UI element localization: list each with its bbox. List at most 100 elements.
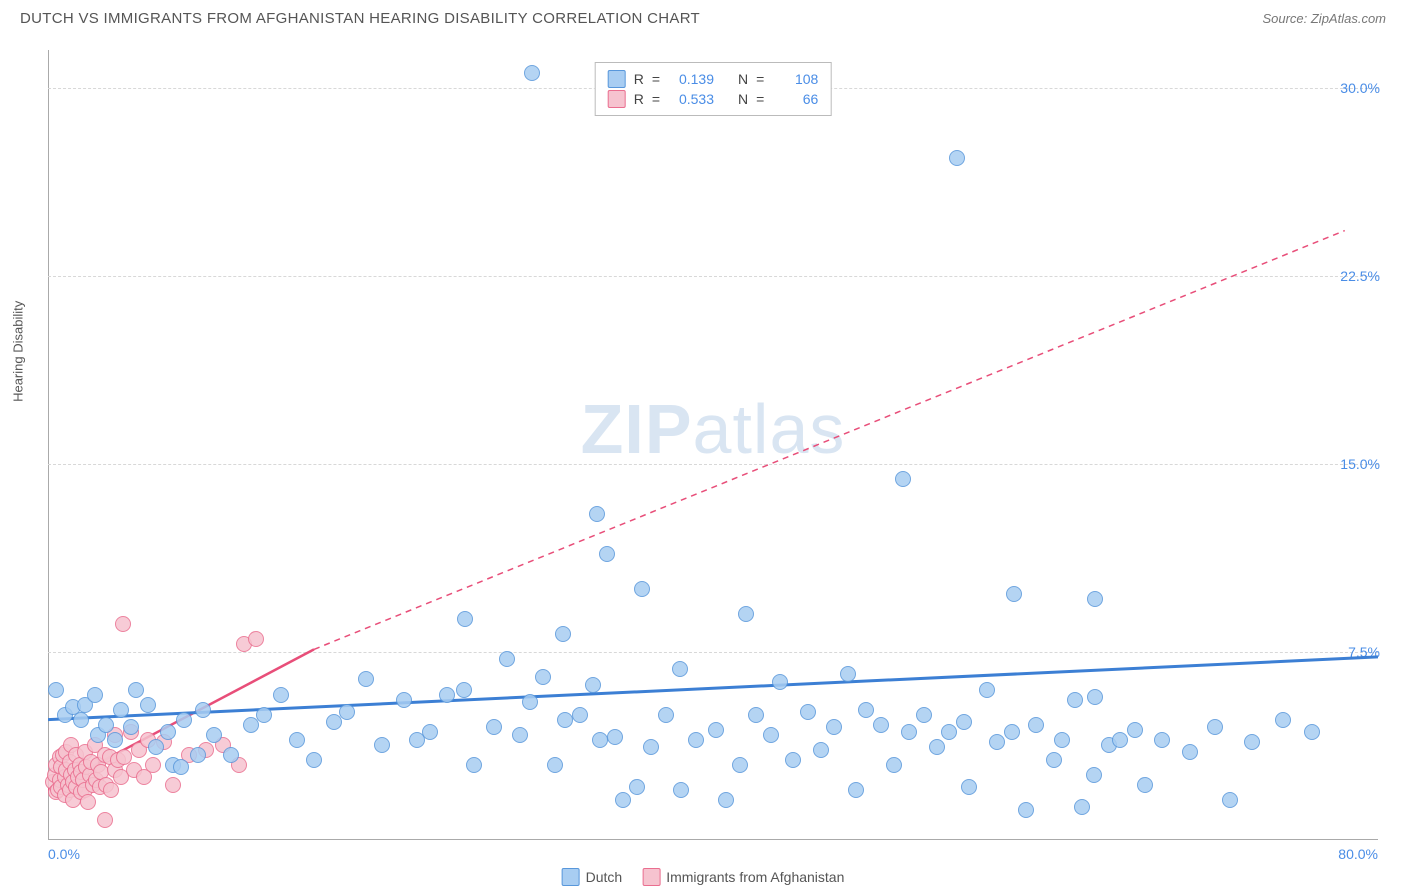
scatter-point-dutch: [1222, 792, 1238, 808]
scatter-point-dutch: [929, 739, 945, 755]
scatter-point-dutch: [87, 687, 103, 703]
scatter-point-dutch: [243, 717, 259, 733]
swatch-afghan: [642, 868, 660, 886]
scatter-point-dutch: [396, 692, 412, 708]
scatter-point-dutch: [524, 65, 540, 81]
scatter-point-dutch: [585, 677, 601, 693]
scatter-point-dutch: [128, 682, 144, 698]
eq-icon: =: [756, 91, 764, 107]
legend-stats-row-afghan: R = 0.533 N = 66: [608, 89, 819, 109]
scatter-point-dutch: [1028, 717, 1044, 733]
scatter-point-dutch: [989, 734, 1005, 750]
scatter-point-afghan: [145, 757, 161, 773]
scatter-point-dutch: [522, 694, 538, 710]
legend-stats-row-dutch: R = 0.139 N = 108: [608, 69, 819, 89]
scatter-point-dutch: [961, 779, 977, 795]
scatter-point-dutch: [173, 759, 189, 775]
trend-line: [48, 657, 1378, 720]
gridline: [48, 276, 1378, 277]
scatter-point-dutch: [1086, 767, 1102, 783]
scatter-point-dutch: [439, 687, 455, 703]
scatter-point-dutch: [840, 666, 856, 682]
r-label-afghan: R: [634, 91, 644, 107]
plot-region: 7.5%15.0%22.5%30.0%0.0%80.0%: [48, 50, 1378, 840]
scatter-point-dutch: [195, 702, 211, 718]
scatter-point-dutch: [256, 707, 272, 723]
scatter-point-dutch: [113, 702, 129, 718]
scatter-point-dutch: [615, 792, 631, 808]
scatter-point-dutch: [1074, 799, 1090, 815]
series-label-dutch: Dutch: [586, 869, 623, 885]
scatter-point-dutch: [941, 724, 957, 740]
scatter-point-dutch: [901, 724, 917, 740]
scatter-point-dutch: [772, 674, 788, 690]
scatter-point-dutch: [748, 707, 764, 723]
y-axis-label: Hearing Disability: [11, 301, 26, 402]
scatter-point-afghan: [97, 812, 113, 828]
scatter-point-dutch: [800, 704, 816, 720]
gridline: [48, 464, 1378, 465]
scatter-point-dutch: [672, 661, 688, 677]
y-tick-label: 22.5%: [1340, 268, 1380, 284]
r-value-dutch: 0.139: [668, 71, 714, 87]
scatter-point-dutch: [422, 724, 438, 740]
scatter-point-dutch: [190, 747, 206, 763]
scatter-point-dutch: [140, 697, 156, 713]
scatter-point-dutch: [1182, 744, 1198, 760]
scatter-point-dutch: [326, 714, 342, 730]
scatter-point-dutch: [1054, 732, 1070, 748]
scatter-point-dutch: [486, 719, 502, 735]
scatter-point-dutch: [1137, 777, 1153, 793]
scatter-point-dutch: [858, 702, 874, 718]
scatter-point-dutch: [512, 727, 528, 743]
source-credit: Source: ZipAtlas.com: [1262, 11, 1386, 26]
scatter-point-dutch: [673, 782, 689, 798]
gridline: [48, 652, 1378, 653]
scatter-point-dutch: [763, 727, 779, 743]
n-value-afghan: 66: [772, 91, 818, 107]
scatter-point-dutch: [1275, 712, 1291, 728]
scatter-point-dutch: [1067, 692, 1083, 708]
scatter-point-dutch: [886, 757, 902, 773]
r-value-afghan: 0.533: [668, 91, 714, 107]
swatch-dutch: [562, 868, 580, 886]
scatter-point-dutch: [572, 707, 588, 723]
chart-area: Hearing Disability ZIPatlas 7.5%15.0%22.…: [48, 50, 1378, 840]
eq-icon: =: [756, 71, 764, 87]
y-tick-label: 30.0%: [1340, 80, 1380, 96]
trend-line: [314, 231, 1345, 650]
scatter-point-dutch: [123, 719, 139, 735]
scatter-point-dutch: [1154, 732, 1170, 748]
scatter-point-afghan: [165, 777, 181, 793]
scatter-point-dutch: [1004, 724, 1020, 740]
scatter-point-dutch: [708, 722, 724, 738]
scatter-point-dutch: [148, 739, 164, 755]
scatter-point-afghan: [80, 794, 96, 810]
eq-icon: =: [652, 71, 660, 87]
scatter-point-dutch: [1018, 802, 1034, 818]
scatter-point-dutch: [557, 712, 573, 728]
scatter-point-dutch: [374, 737, 390, 753]
scatter-point-dutch: [1112, 732, 1128, 748]
legend-stats: R = 0.139 N = 108 R = 0.533 N = 66: [595, 62, 832, 116]
scatter-point-dutch: [658, 707, 674, 723]
scatter-point-dutch: [592, 732, 608, 748]
scatter-point-dutch: [589, 506, 605, 522]
scatter-point-dutch: [555, 626, 571, 642]
scatter-point-dutch: [643, 739, 659, 755]
scatter-point-dutch: [176, 712, 192, 728]
scatter-point-dutch: [457, 611, 473, 627]
scatter-point-dutch: [738, 606, 754, 622]
scatter-point-dutch: [956, 714, 972, 730]
y-axis-line: [48, 50, 49, 840]
y-tick-label: 15.0%: [1340, 456, 1380, 472]
scatter-point-dutch: [339, 704, 355, 720]
scatter-point-dutch: [848, 782, 864, 798]
x-tick-label: 0.0%: [48, 846, 80, 862]
series-label-afghan: Immigrants from Afghanistan: [666, 869, 844, 885]
swatch-afghan: [608, 90, 626, 108]
scatter-point-dutch: [1046, 752, 1062, 768]
scatter-point-dutch: [547, 757, 563, 773]
y-tick-label: 7.5%: [1348, 644, 1380, 660]
scatter-point-dutch: [98, 717, 114, 733]
